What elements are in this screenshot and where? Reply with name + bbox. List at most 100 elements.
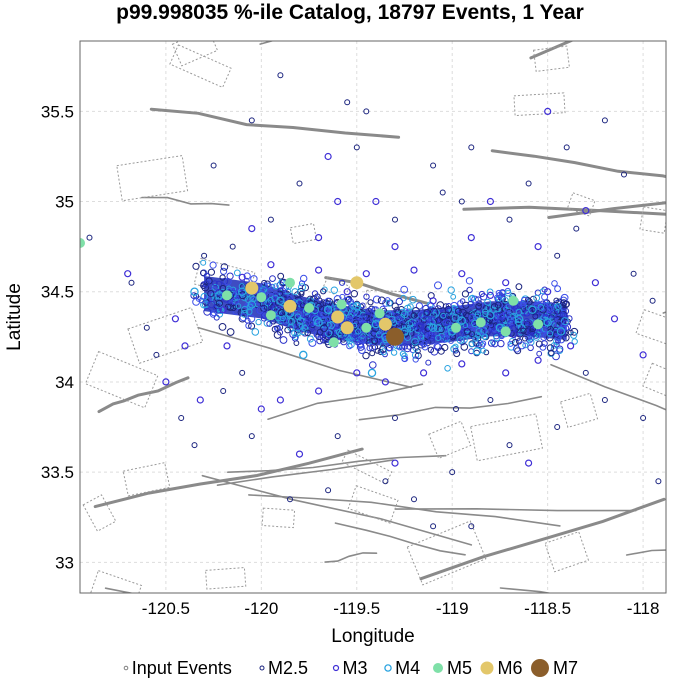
event-m4 — [514, 314, 524, 324]
event-m2-5 — [382, 478, 389, 485]
cluster-event — [424, 325, 432, 332]
cluster-event — [411, 337, 419, 346]
cluster-event — [277, 287, 284, 294]
cluster-event — [555, 335, 562, 342]
fault-zone — [169, 44, 232, 89]
event-m5 — [500, 326, 511, 337]
legend-label: M2.5 — [268, 658, 308, 678]
cluster-event — [313, 295, 320, 301]
cluster-event — [320, 288, 327, 295]
cluster-event — [435, 317, 442, 324]
cluster-event — [192, 262, 200, 270]
fault-zone — [171, 41, 219, 67]
cluster-event — [325, 334, 332, 341]
cluster-event — [507, 319, 515, 328]
cluster-event — [284, 326, 291, 334]
fault-line — [141, 196, 230, 206]
cluster-event — [266, 320, 273, 327]
event-m2-5 — [239, 369, 246, 376]
cluster-event — [325, 315, 332, 322]
cluster-event — [316, 328, 324, 336]
cluster-event — [372, 325, 379, 333]
cluster-event — [482, 310, 489, 318]
cluster-event — [371, 337, 379, 345]
fault-zone — [428, 420, 472, 460]
cluster-event — [566, 315, 573, 322]
fault-line — [324, 552, 378, 563]
x-tick-label: -120 — [244, 599, 278, 618]
event-m2-5 — [363, 108, 370, 115]
cluster-event — [291, 329, 299, 337]
cluster-event — [351, 331, 359, 339]
cluster-event — [437, 347, 445, 355]
cluster-event — [401, 343, 409, 350]
event-m3 — [295, 450, 304, 458]
legend-label: M4 — [395, 658, 420, 678]
cluster-event — [190, 292, 198, 300]
cluster-event — [459, 339, 466, 346]
cluster-event — [559, 330, 567, 337]
cluster-event — [459, 308, 467, 317]
cluster-event — [409, 342, 416, 349]
cluster-event — [355, 314, 363, 322]
cluster-event — [410, 312, 418, 319]
cluster-event — [312, 316, 321, 325]
cluster-event — [497, 311, 505, 319]
chart-title: p99.998035 %-ile Catalog, 18797 Events, … — [116, 1, 584, 24]
cluster-event — [390, 349, 398, 356]
cluster-event — [400, 285, 409, 294]
fault-zone — [84, 350, 159, 409]
cluster-event — [408, 325, 415, 332]
x-tick-label: -119 — [436, 599, 469, 618]
y-tick-label: 34 — [55, 373, 74, 392]
cluster-event — [522, 335, 528, 342]
event-m3 — [420, 369, 428, 377]
event-m3 — [610, 315, 619, 323]
cluster-event — [407, 318, 416, 327]
event-m3 — [171, 315, 179, 323]
cluster-event — [467, 300, 474, 307]
event-m3 — [334, 197, 342, 206]
cluster-event — [367, 299, 374, 306]
fault-line — [334, 522, 466, 556]
cluster-event — [379, 344, 388, 353]
event-m2-5 — [630, 270, 637, 277]
cluster-event — [425, 359, 432, 366]
fault-zone — [470, 413, 544, 462]
cluster-event — [210, 311, 217, 318]
cluster-event — [343, 310, 350, 317]
event-m4 — [528, 305, 537, 315]
x-axis-ticks: -120.5 -120 -119.5 -119 -118.5 -118 — [142, 599, 660, 618]
event-m5 — [451, 322, 461, 333]
fault-zone — [127, 306, 204, 364]
cluster-event — [484, 298, 492, 306]
plot-frame — [79, 40, 667, 594]
event-m3 — [196, 396, 204, 404]
cluster-event — [460, 336, 468, 344]
fault-line — [358, 395, 543, 421]
cluster-event — [517, 341, 526, 350]
event-m3 — [162, 378, 170, 386]
cluster-event — [554, 320, 563, 328]
event-m2-5 — [191, 442, 198, 449]
cluster-event — [441, 343, 449, 352]
event-m2-5 — [201, 252, 208, 259]
event-m2-5 — [563, 144, 570, 151]
cluster-event — [515, 283, 523, 291]
event-m2-5 — [411, 496, 417, 503]
cluster-event — [219, 274, 226, 281]
event-m5 — [80, 238, 85, 248]
cluster-event — [301, 284, 309, 292]
event-m3 — [534, 243, 542, 251]
cluster-event — [433, 324, 442, 333]
event-m2-5 — [640, 415, 647, 421]
cluster-event — [546, 330, 554, 337]
fault-zone — [82, 494, 117, 532]
cluster-event — [425, 315, 433, 323]
cluster-event — [468, 341, 475, 348]
cluster-event — [364, 336, 372, 344]
cluster-event — [238, 283, 245, 290]
cluster-event — [511, 339, 519, 346]
cluster-event — [481, 333, 488, 340]
event-m3 — [502, 369, 510, 377]
